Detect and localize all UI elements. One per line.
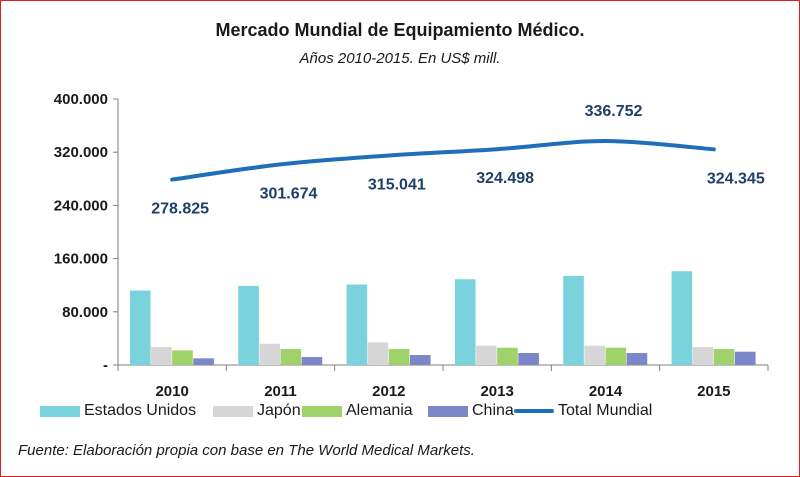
bar <box>584 345 605 365</box>
chart-title: Mercado Mundial de Equipamiento Médico. <box>215 20 585 40</box>
legend-label: China <box>472 402 514 419</box>
bar <box>301 357 323 365</box>
legend-swatch <box>40 406 80 417</box>
bar <box>193 358 214 365</box>
data-label: 324.345 <box>707 170 765 187</box>
legend-label: Total Mundial <box>558 402 653 419</box>
chart-subtitle: Años 2010-2015. En US$ mill. <box>299 50 501 67</box>
bar <box>713 349 735 365</box>
legend-swatch <box>428 406 468 417</box>
bar <box>238 285 259 365</box>
bar <box>692 347 714 365</box>
series-line-total-mundial <box>170 139 716 182</box>
bar <box>671 271 693 365</box>
bar <box>129 290 151 365</box>
bar <box>626 353 648 365</box>
data-label: 324.498 <box>476 170 534 187</box>
bar <box>367 342 389 365</box>
data-label: 278.825 <box>151 201 209 218</box>
legend-swatch <box>514 409 554 413</box>
bar <box>259 343 280 365</box>
data-label: 301.674 <box>260 185 318 202</box>
bar <box>454 279 476 365</box>
bar <box>734 351 756 365</box>
y-tick-label: 240.000 <box>54 197 108 214</box>
legend-label: Alemania <box>346 402 413 419</box>
x-tick-label: 2010 <box>155 383 188 400</box>
y-tick-label: 160.000 <box>54 251 108 268</box>
y-tick-label: 80.000 <box>62 304 108 321</box>
x-tick-label: 2014 <box>589 383 623 400</box>
bar <box>346 284 368 365</box>
legend-label: Estados Unidos <box>84 402 197 419</box>
x-tick-label: 2013 <box>480 383 513 400</box>
bar <box>518 353 539 365</box>
x-tick-label: 2015 <box>697 383 730 400</box>
legend-swatch <box>213 406 253 417</box>
bar <box>172 350 193 365</box>
x-tick-label: 2011 <box>264 383 297 400</box>
y-tick-label: 400.000 <box>54 91 108 108</box>
bar <box>497 347 518 365</box>
legend-swatch <box>302 406 342 417</box>
data-label: 336.752 <box>585 103 643 120</box>
bar <box>280 349 302 365</box>
source-note: Fuente: Elaboración propia con base en T… <box>18 442 475 459</box>
bar <box>476 345 497 365</box>
data-label: 315.041 <box>368 176 426 193</box>
legend-label: Japón <box>257 402 301 419</box>
y-tick-label: - <box>103 357 108 374</box>
bar <box>409 355 431 365</box>
bar <box>388 349 410 365</box>
bar <box>563 275 584 365</box>
x-tick-label: 2012 <box>372 383 405 400</box>
y-tick-label: 320.000 <box>54 144 108 161</box>
bar <box>151 347 172 365</box>
bar <box>605 347 627 365</box>
